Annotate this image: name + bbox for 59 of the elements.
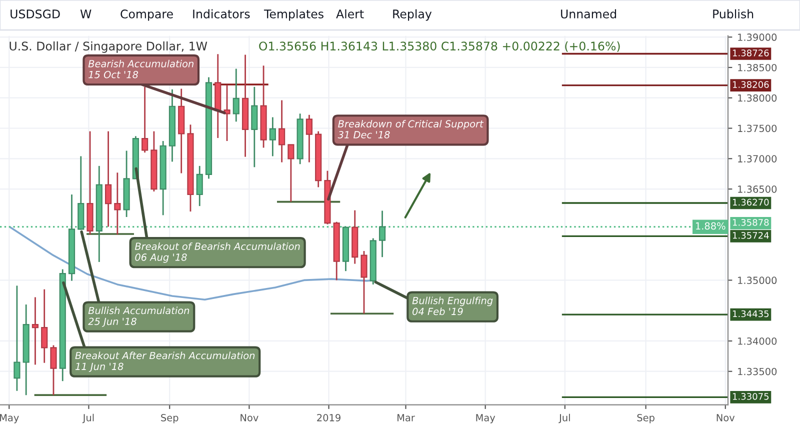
ref-line-label: 1.36270: [732, 198, 769, 206]
x-tick-label: Sep: [161, 414, 178, 424]
x-tick-label: 2019: [317, 414, 340, 422]
annotation: Breakout After Bearish Accumulation 11 Jun '18: [75, 352, 255, 372]
annotation: Breakout of Bearish Accumulation 06 Aug '18: [134, 242, 300, 263]
text: Replay: [393, 9, 432, 21]
candlestick: [41, 288, 48, 364]
candlestick: [232, 68, 240, 122]
y-tick-label: 1.39000: [738, 34, 777, 41]
x-tick-label: Jul: [558, 414, 570, 424]
candlestick: [251, 86, 258, 168]
candlestick: [196, 165, 203, 207]
ref-line-label: 1.34435: [732, 310, 769, 318]
candlestick: [104, 130, 112, 228]
annotation: Bullish Engulfing 04 Feb '19: [412, 296, 493, 316]
y-tick-label: 1.36500: [738, 186, 777, 193]
ref-line-label: 1.33075: [732, 392, 769, 400]
x-tick-label: Sep: [637, 414, 654, 424]
candlestick: [50, 344, 57, 396]
annotation: Bullish Accumulation 25 Jun '18: [88, 306, 190, 327]
y-tick-label: 1.38500: [738, 64, 777, 72]
y-tick-label: 1.34000: [738, 337, 777, 345]
candlestick: [269, 116, 276, 157]
candlestick: [288, 144, 294, 202]
text: Compare: [120, 9, 173, 21]
annotation: Bearish Accumulation 15 Oct '18: [88, 60, 194, 78]
chart-subtitle: O1.35656 H1.36143 L1.35380 C1.35878 +0.00222 (+0.16%): [259, 41, 620, 52]
candlestick: [14, 284, 20, 392]
candlestick: [114, 172, 121, 236]
candlestick: [32, 296, 39, 366]
candlestick: [360, 250, 368, 314]
y-tick-label: 1.38000: [738, 94, 777, 102]
text: USDSGD: [10, 9, 60, 18]
text: Indicators: [193, 9, 250, 18]
ref-line-label: 1.35878: [732, 218, 769, 226]
x-tick-label: May: [476, 414, 496, 424]
annotation: Breakdown of Critical Support 31 Dec '18: [338, 120, 484, 138]
candlestick: [278, 100, 286, 163]
ref-line-label: 1.38726: [732, 50, 769, 56]
candlestick: [306, 114, 312, 163]
text: W: [80, 10, 92, 18]
x-tick-label: Nov: [240, 414, 258, 422]
y-tick-label: 1.37000: [738, 155, 777, 162]
ref-line-label: 1.38206: [732, 81, 769, 88]
x-tick-label: Jul: [82, 414, 94, 424]
x-tick-label: May: [0, 414, 19, 424]
y-tick-label: 1.37500: [738, 124, 777, 132]
text: Unnamed: [561, 9, 616, 18]
chart-title: U.S. Dollar / Singapore Dollar, 1W: [10, 41, 208, 53]
x-tick-label: Nov: [716, 414, 735, 422]
y-tick-label: 1.35000: [738, 276, 777, 284]
annotation: 1.88%: [696, 222, 726, 230]
text: Publish: [713, 9, 754, 18]
x-tick-label: Mar: [398, 414, 415, 422]
text: Templates: [264, 9, 324, 21]
candlestick: [142, 86, 148, 154]
text: Alert: [336, 9, 364, 18]
ref-line-label: 1.35724: [732, 232, 769, 239]
y-tick-label: 1.33500: [738, 368, 777, 376]
